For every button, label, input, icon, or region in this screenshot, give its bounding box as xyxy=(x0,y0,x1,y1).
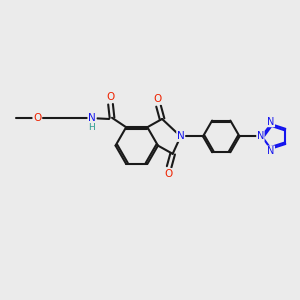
Text: N: N xyxy=(267,146,274,156)
Text: N: N xyxy=(88,113,96,123)
Text: O: O xyxy=(154,94,162,104)
Text: N: N xyxy=(177,131,184,141)
Text: N: N xyxy=(257,131,264,141)
Text: H: H xyxy=(88,123,95,132)
Text: O: O xyxy=(164,169,173,178)
Text: N: N xyxy=(267,117,274,127)
Text: O: O xyxy=(33,113,41,123)
Text: O: O xyxy=(106,92,115,103)
